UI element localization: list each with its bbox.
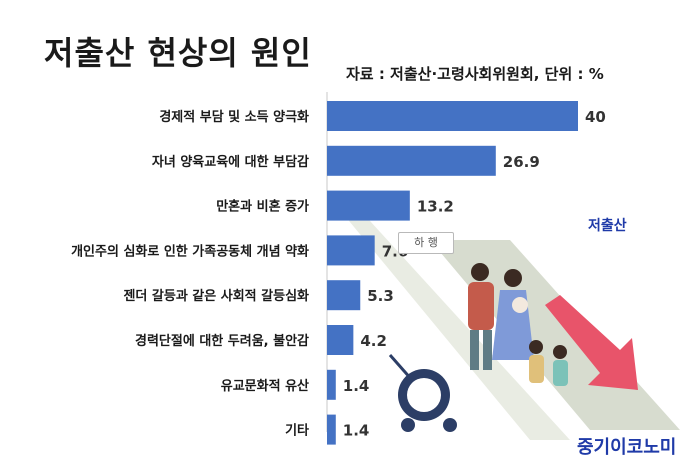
category-label: 자녀 양육교육에 대한 부담감 [152, 154, 309, 170]
value-label: 1.4 [343, 422, 370, 440]
escalator-illustration [340, 210, 680, 440]
category-label: 경제적 부담 및 소득 양극화 [159, 109, 309, 125]
value-label: 1.4 [343, 377, 370, 395]
bar [327, 145, 496, 176]
escalator-direction-tag: 하 행 [398, 232, 454, 254]
category-label: 개인주의 심화로 인한 가족공동체 개념 약화 [71, 243, 309, 259]
category-label: 기타 [285, 423, 309, 439]
category-label: 만혼과 비혼 증가 [216, 199, 309, 215]
value-label: 13.2 [417, 198, 454, 216]
bar [327, 101, 578, 131]
category-label: 젠더 갈등과 같은 사회적 갈등심화 [123, 288, 309, 304]
publisher-logo: 중기이코노미 [577, 437, 677, 458]
bar [327, 190, 410, 221]
bar [327, 325, 354, 355]
decline-label: 저출산 [588, 218, 627, 234]
value-label: 40 [585, 108, 606, 126]
family-icon [468, 263, 568, 386]
chart-title: 저출산 현상의 원인 [44, 34, 312, 72]
bar [327, 369, 336, 400]
bar [327, 414, 336, 445]
value-label: 5.3 [367, 287, 394, 305]
pram-icon [388, 354, 457, 432]
value-label: 4.2 [360, 332, 387, 350]
source-note: 자료 : 저출산·고령사회위원회, 단위 : % [346, 65, 604, 83]
category-label: 유교문화적 유산 [221, 378, 309, 394]
bar [327, 280, 361, 311]
down-arrow-icon [545, 295, 638, 390]
bar [327, 235, 375, 266]
category-label: 경력단절에 대한 두려움, 불안감 [135, 333, 309, 349]
value-label: 26.9 [503, 153, 540, 171]
